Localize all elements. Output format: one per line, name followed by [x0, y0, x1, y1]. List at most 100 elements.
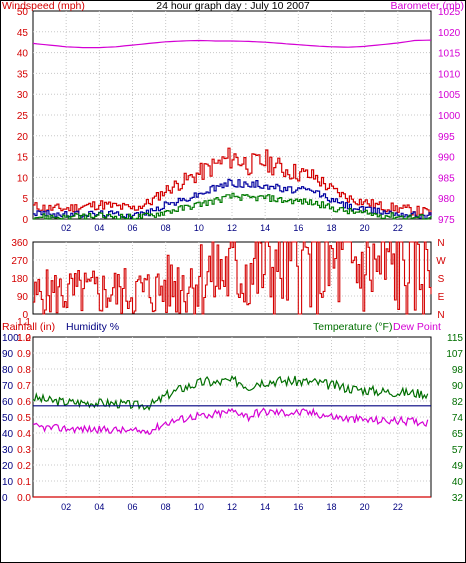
humidity-tick-label: 20: [2, 461, 14, 472]
humidity-x-tick-label: 04: [94, 502, 104, 512]
humidity-tick-label: 60: [2, 397, 14, 408]
barometer-tick-label: 1015: [438, 49, 461, 60]
windspeed-tick-label: 25: [17, 111, 29, 122]
humidity-x-tick-label: 18: [326, 502, 336, 512]
rainfall-tick-label: 0.0: [17, 493, 31, 504]
compass-label: W: [436, 256, 446, 267]
barometer-tick-label: 1010: [438, 69, 461, 80]
rainfall-tick-label: 0.4: [17, 429, 31, 440]
humidity-x-tick-label: 22: [393, 502, 403, 512]
temperature-axis-title: Temperature (°F): [313, 321, 392, 333]
wind-x-tick-label: 04: [94, 223, 104, 233]
windspeed-tick-label: 10: [17, 173, 29, 184]
humidity-x-tick-label: 14: [260, 502, 270, 512]
temperature-tick-label: 49: [452, 461, 464, 472]
humidity-x-tick-label: 12: [227, 502, 237, 512]
direction-tick-label: 90: [17, 292, 29, 303]
humidity-tick-label: 0: [2, 493, 8, 504]
barometer-tick-label: 995: [438, 132, 455, 143]
rainfall-tick-label: 1.0: [17, 333, 31, 344]
dewpoint-series-line: [32, 407, 429, 436]
rainfall-tick-label: 0.1: [17, 477, 31, 488]
rainfall-tick-label: 0.8: [17, 365, 31, 376]
humidity-x-tick-label: 08: [161, 502, 171, 512]
humidity-x-tick-label: 10: [194, 502, 204, 512]
barometer-tick-label: 975: [438, 215, 455, 226]
barometer-tick-label: 1025: [438, 7, 461, 18]
humidity-tick-label: 50: [2, 413, 14, 424]
rainfall-tick-label: 0.3: [17, 445, 31, 456]
barometer-tick-label: 985: [438, 173, 455, 184]
windspeed-tick-label: 35: [17, 69, 29, 80]
wind-x-tick-label: 14: [260, 223, 270, 233]
rainfall-tick-label: 0.7: [17, 381, 31, 392]
wind-x-tick-label: 12: [227, 223, 237, 233]
humidity-x-tick-label: 06: [127, 502, 137, 512]
windspeed-axis-title: Windspeed (mph): [2, 0, 85, 12]
direction-tick-label: 180: [11, 274, 28, 285]
wind-x-tick-label: 08: [161, 223, 171, 233]
wind-x-tick-label: 22: [393, 223, 403, 233]
rainfall-axis-title: Rainfall (in): [2, 321, 55, 333]
barometer-tick-label: 990: [438, 153, 455, 164]
compass-label: S: [438, 274, 445, 285]
barometer-axis-title: Barometer (mb): [390, 0, 464, 12]
temperature-tick-label: 57: [452, 445, 464, 456]
direction-series-line: [33, 241, 432, 315]
compass-label: N: [437, 238, 444, 249]
windspeed-tick-label: 20: [17, 132, 29, 143]
humidity-tick-label: 70: [2, 381, 14, 392]
humidity-x-tick-label: 02: [61, 502, 71, 512]
windspeed-tick-label: 40: [17, 49, 29, 60]
temperature-tick-label: 98: [452, 365, 464, 376]
windspeed-tick-label: 30: [17, 90, 29, 101]
wind-x-tick-label: 02: [61, 223, 71, 233]
barometer-tick-label: 980: [438, 194, 455, 205]
barometer-tick-label: 1020: [438, 28, 461, 39]
direction-tick-label: 0: [22, 310, 28, 321]
temperature-tick-label: 65: [452, 429, 464, 440]
direction-tick-label: 270: [11, 256, 28, 267]
windspeed-tick-label: 5: [22, 194, 28, 205]
compass-label: N: [437, 310, 444, 321]
temperature-series-line: [32, 375, 429, 412]
dewpoint-axis-title: Dew Point: [393, 321, 441, 333]
windspeed-series-line: [33, 147, 432, 216]
humidity-tick-label: 100: [2, 333, 19, 344]
wind-x-tick-label: 10: [194, 223, 204, 233]
compass-label: E: [438, 292, 445, 303]
humidity-tick-label: 30: [2, 445, 14, 456]
humidity-x-tick-label: 20: [360, 502, 370, 512]
wind-x-tick-label: 18: [326, 223, 336, 233]
temperature-tick-label: 82: [452, 397, 464, 408]
humidity-tick-label: 10: [2, 477, 14, 488]
rainfall-tick-label: 1.2: [17, 333, 31, 344]
wind-x-tick-label: 20: [360, 223, 370, 233]
temperature-tick-label: 40: [452, 477, 464, 488]
temperature-tick-label: 107: [446, 349, 463, 360]
temperature-tick-label: 32: [452, 493, 464, 504]
rainfall-tick-label: 0.2: [17, 461, 31, 472]
humidity-axis-title: Humidity %: [66, 321, 119, 333]
graph-title: 24 hour graph day : July 10 2007: [156, 0, 310, 12]
windspeed-tick-label: 0: [22, 215, 28, 226]
rainfall-tick-label: 1.1: [17, 317, 31, 328]
direction-tick-label: 360: [11, 238, 28, 249]
rainfall-tick-label: 0.9: [17, 349, 31, 360]
windspeed-tick-label: 15: [17, 153, 29, 164]
humidity-tick-label: 90: [2, 349, 14, 360]
rainfall-tick-label: 0.6: [17, 397, 31, 408]
wind-x-tick-label: 06: [127, 223, 137, 233]
barometer-tick-label: 1000: [438, 111, 461, 122]
temperature-tick-label: 115: [447, 333, 463, 344]
humidity-tick-label: 80: [2, 365, 14, 376]
wind-x-tick-label: 16: [293, 223, 303, 233]
windspeed-tick-label: 50: [17, 7, 29, 18]
rainfall-tick-label: 0.5: [17, 413, 31, 424]
windspeed-tick-label: 45: [17, 28, 29, 39]
barometer-tick-label: 1005: [438, 90, 461, 101]
humidity-tick-label: 40: [2, 429, 14, 440]
humidity-x-tick-label: 16: [293, 502, 303, 512]
